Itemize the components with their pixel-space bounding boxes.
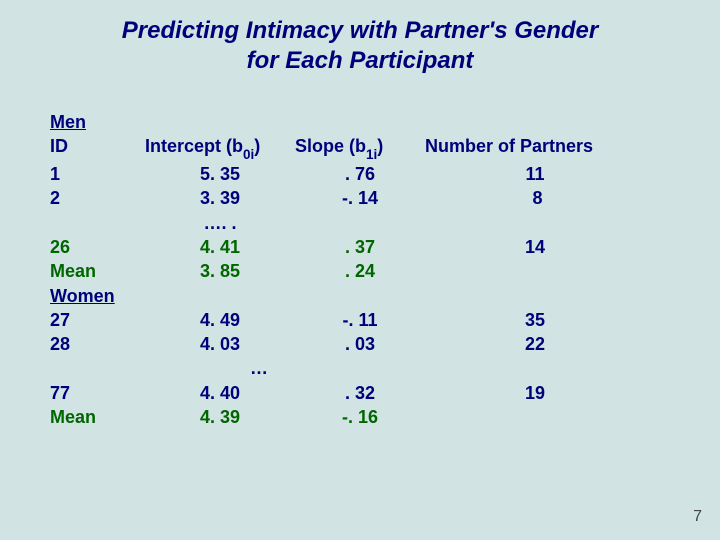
- table-header-row: IDIntercept (b0i)Slope (b1i)Number of Pa…: [50, 134, 670, 162]
- mean-row: Mean3. 85. 24: [50, 259, 670, 283]
- mean-row: Mean4. 39-. 16: [50, 405, 670, 429]
- title-line2: for Each Participant: [247, 47, 474, 74]
- page-number: 7: [693, 508, 702, 526]
- ellipsis-row: …: [50, 356, 670, 380]
- slide-content: Men IDIntercept (b0i)Slope (b1i)Number o…: [50, 110, 670, 429]
- slide: Predicting Intimacy with Partner's Gende…: [0, 0, 720, 540]
- table-row: 264. 41. 3714: [50, 235, 670, 259]
- men-section-label: Men: [50, 110, 670, 134]
- table-row: 15. 35. 7611: [50, 162, 670, 186]
- women-section-label: Women: [50, 284, 670, 308]
- header-partners: Number of Partners: [425, 134, 645, 158]
- table-row: 774. 40. 3219: [50, 381, 670, 405]
- slide-title: Predicting Intimacy with Partner's Gende…: [0, 16, 720, 76]
- header-id: ID: [50, 134, 145, 158]
- table-row: 23. 39-. 14 8: [50, 186, 670, 210]
- header-intercept: Intercept (b0i): [145, 134, 295, 162]
- ellipsis-row: …. .: [50, 211, 670, 235]
- table-row: 274. 49-. 1135: [50, 308, 670, 332]
- header-slope: Slope (b1i): [295, 134, 425, 162]
- table-row: 284. 03. 0322: [50, 332, 670, 356]
- title-line1: Predicting Intimacy with Partner's Gende…: [122, 17, 599, 44]
